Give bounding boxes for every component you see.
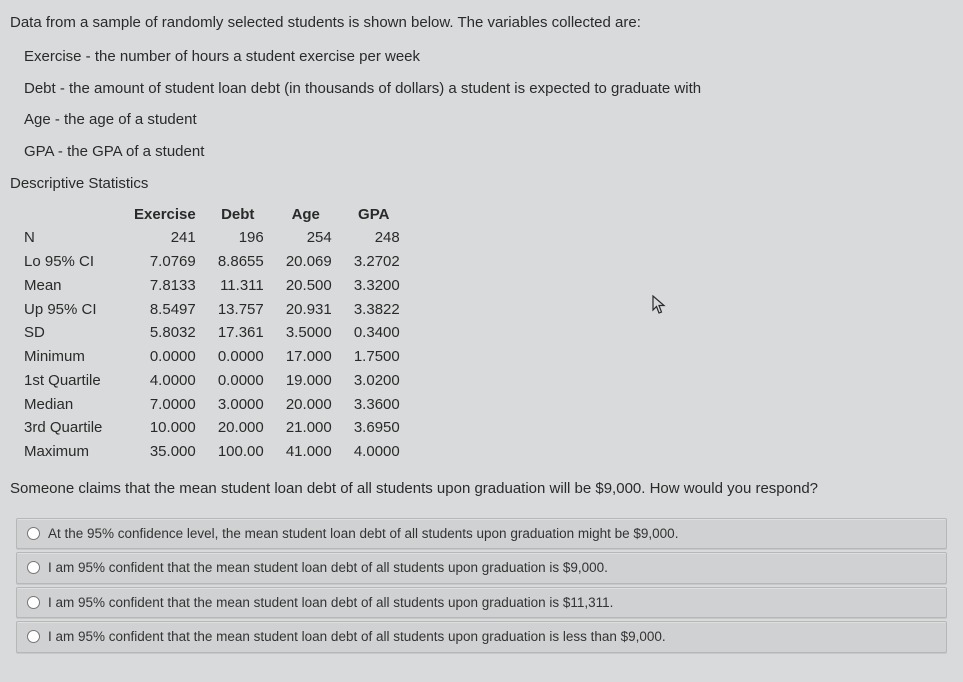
cell: 241 — [126, 226, 204, 250]
answer-option[interactable]: I am 95% confident that the mean student… — [16, 621, 947, 653]
row-label: Up 95% CI — [16, 298, 126, 322]
row-label: Maximum — [16, 440, 126, 464]
cell: 3.0200 — [340, 369, 408, 393]
table-body: N241196254248Lo 95% CI7.07698.865520.069… — [16, 226, 408, 464]
table-row: Mean7.813311.31120.5003.3200 — [16, 274, 408, 298]
cell: 35.000 — [126, 440, 204, 464]
section-title: Descriptive Statistics — [10, 173, 953, 195]
table-row: 1st Quartile4.00000.000019.0003.0200 — [16, 369, 408, 393]
cell: 7.0000 — [126, 393, 204, 417]
col-header: GPA — [340, 203, 408, 227]
col-header: Exercise — [126, 203, 204, 227]
cell: 7.8133 — [126, 274, 204, 298]
cell: 17.361 — [204, 321, 272, 345]
cell: 254 — [272, 226, 340, 250]
cell: 3.6950 — [340, 416, 408, 440]
table-row: Median7.00003.000020.0003.3600 — [16, 393, 408, 417]
var-debt: Debt - the amount of student loan debt (… — [10, 78, 953, 100]
answer-option[interactable]: I am 95% confident that the mean student… — [16, 587, 947, 619]
cell: 20.069 — [272, 250, 340, 274]
cell: 3.3822 — [340, 298, 408, 322]
table-row: Maximum35.000100.0041.0004.0000 — [16, 440, 408, 464]
options-group: At the 95% confidence level, the mean st… — [10, 518, 953, 653]
table-row: Lo 95% CI7.07698.865520.0693.2702 — [16, 250, 408, 274]
cell: 0.0000 — [126, 345, 204, 369]
cell: 20.000 — [204, 416, 272, 440]
cell: 3.2702 — [340, 250, 408, 274]
cell: 17.000 — [272, 345, 340, 369]
row-label: Minimum — [16, 345, 126, 369]
var-age: Age - the age of a student — [10, 109, 953, 131]
intro-text: Data from a sample of randomly selected … — [10, 12, 953, 34]
table-row: Minimum0.00000.000017.0001.7500 — [16, 345, 408, 369]
table-row: N241196254248 — [16, 226, 408, 250]
cell: 4.0000 — [340, 440, 408, 464]
answer-option[interactable]: I am 95% confident that the mean student… — [16, 552, 947, 584]
cell: 21.000 — [272, 416, 340, 440]
cell: 100.00 — [204, 440, 272, 464]
answer-label: I am 95% confident that the mean student… — [48, 593, 613, 613]
col-header: Age — [272, 203, 340, 227]
var-exercise: Exercise - the number of hours a student… — [10, 46, 953, 68]
cell: 20.000 — [272, 393, 340, 417]
table-row: Up 95% CI8.549713.75720.9313.3822 — [16, 298, 408, 322]
cell: 41.000 — [272, 440, 340, 464]
cell: 20.500 — [272, 274, 340, 298]
question-text: Someone claims that the mean student loa… — [10, 478, 953, 500]
col-header: Debt — [204, 203, 272, 227]
var-gpa: GPA - the GPA of a student — [10, 141, 953, 163]
row-label: 1st Quartile — [16, 369, 126, 393]
cell: 3.0000 — [204, 393, 272, 417]
table-row: 3rd Quartile10.00020.00021.0003.6950 — [16, 416, 408, 440]
stats-table: Exercise Debt Age GPA N241196254248Lo 95… — [16, 203, 408, 464]
answer-option[interactable]: At the 95% confidence level, the mean st… — [16, 518, 947, 550]
row-label: Median — [16, 393, 126, 417]
table-row: SD5.803217.3613.50000.3400 — [16, 321, 408, 345]
cell: 8.8655 — [204, 250, 272, 274]
answer-radio[interactable] — [27, 561, 40, 574]
answer-radio[interactable] — [27, 527, 40, 540]
cell: 8.5497 — [126, 298, 204, 322]
cell: 1.7500 — [340, 345, 408, 369]
cell: 4.0000 — [126, 369, 204, 393]
cell: 3.3600 — [340, 393, 408, 417]
table-header-row: Exercise Debt Age GPA — [16, 203, 408, 227]
cell: 7.0769 — [126, 250, 204, 274]
cell: 5.8032 — [126, 321, 204, 345]
answer-label: At the 95% confidence level, the mean st… — [48, 524, 678, 544]
cell: 0.3400 — [340, 321, 408, 345]
cell: 0.0000 — [204, 369, 272, 393]
cell: 10.000 — [126, 416, 204, 440]
cell: 20.931 — [272, 298, 340, 322]
answer-label: I am 95% confident that the mean student… — [48, 558, 608, 578]
cell: 19.000 — [272, 369, 340, 393]
row-label: 3rd Quartile — [16, 416, 126, 440]
cell: 3.5000 — [272, 321, 340, 345]
cell: 13.757 — [204, 298, 272, 322]
cell: 196 — [204, 226, 272, 250]
row-label: Lo 95% CI — [16, 250, 126, 274]
row-label: Mean — [16, 274, 126, 298]
cell: 3.3200 — [340, 274, 408, 298]
cursor-icon — [652, 295, 666, 322]
row-label: N — [16, 226, 126, 250]
cell: 11.311 — [204, 274, 272, 298]
cell: 248 — [340, 226, 408, 250]
answer-radio[interactable] — [27, 630, 40, 643]
answer-radio[interactable] — [27, 596, 40, 609]
row-label: SD — [16, 321, 126, 345]
answer-label: I am 95% confident that the mean student… — [48, 627, 666, 647]
cell: 0.0000 — [204, 345, 272, 369]
